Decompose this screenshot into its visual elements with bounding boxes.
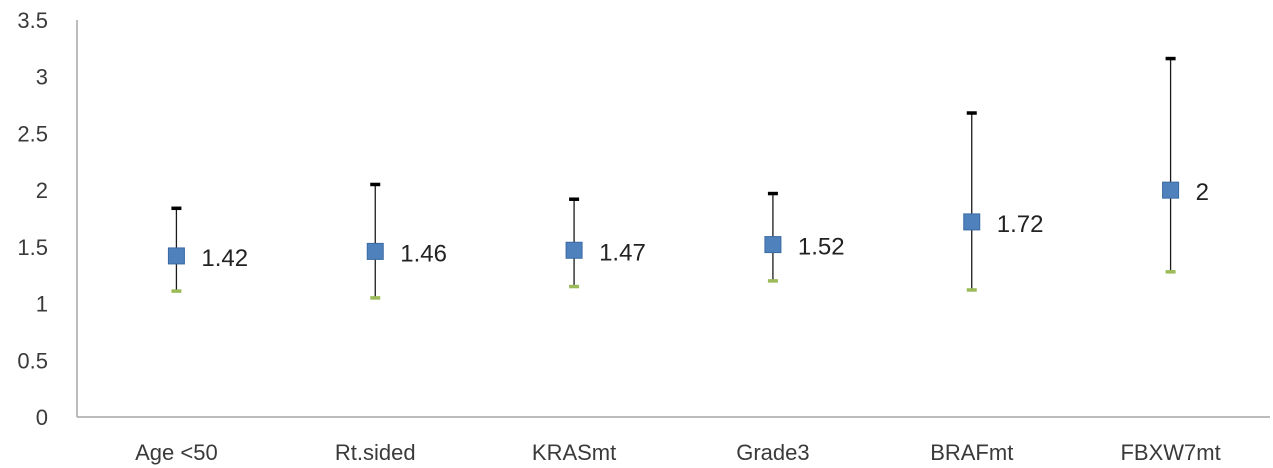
data-points bbox=[167, 181, 1180, 265]
y-tick-label: 3.5 bbox=[17, 8, 48, 33]
data-point-marker bbox=[1162, 181, 1180, 199]
x-tick-label: Grade3 bbox=[736, 440, 809, 465]
error-bars bbox=[171, 56, 1176, 300]
data-label: 2 bbox=[1196, 179, 1209, 206]
x-tick-label: KRASmt bbox=[532, 440, 616, 465]
y-tick-label: 0.5 bbox=[17, 348, 48, 373]
data-point-marker bbox=[565, 241, 583, 259]
data-label: 1.72 bbox=[997, 211, 1044, 238]
data-label: 1.52 bbox=[798, 234, 845, 261]
y-tick-label: 3 bbox=[36, 65, 48, 90]
data-point-marker bbox=[167, 247, 185, 265]
x-tick-label: Age <50 bbox=[135, 440, 218, 465]
y-tick-label: 2 bbox=[36, 178, 48, 203]
data-label: 1.46 bbox=[400, 240, 447, 267]
y-tick-label: 1 bbox=[36, 292, 48, 317]
data-label: 1.47 bbox=[599, 239, 646, 266]
x-axis: Age <50 Rt.sided KRASmt Grade3 BRAFmt FBXW7mt bbox=[77, 416, 1270, 465]
x-tick-label: Rt.sided bbox=[335, 440, 416, 465]
data-point-marker bbox=[764, 236, 782, 254]
y-tick-label: 0 bbox=[36, 405, 48, 430]
data-point-marker bbox=[963, 213, 981, 231]
data-label: 1.42 bbox=[201, 245, 248, 272]
x-tick-label: FBXW7mt bbox=[1120, 440, 1220, 465]
x-tick-label: BRAFmt bbox=[930, 440, 1013, 465]
y-tick-label: 1.5 bbox=[17, 235, 48, 260]
data-point-marker bbox=[366, 242, 384, 260]
data-labels: 1.42 1.46 1.47 1.52 1.72 2 bbox=[201, 179, 1209, 272]
y-axis: 0 0.5 1 1.5 2 2.5 3 3.5 bbox=[17, 8, 78, 430]
y-tick-label: 2.5 bbox=[17, 121, 48, 146]
